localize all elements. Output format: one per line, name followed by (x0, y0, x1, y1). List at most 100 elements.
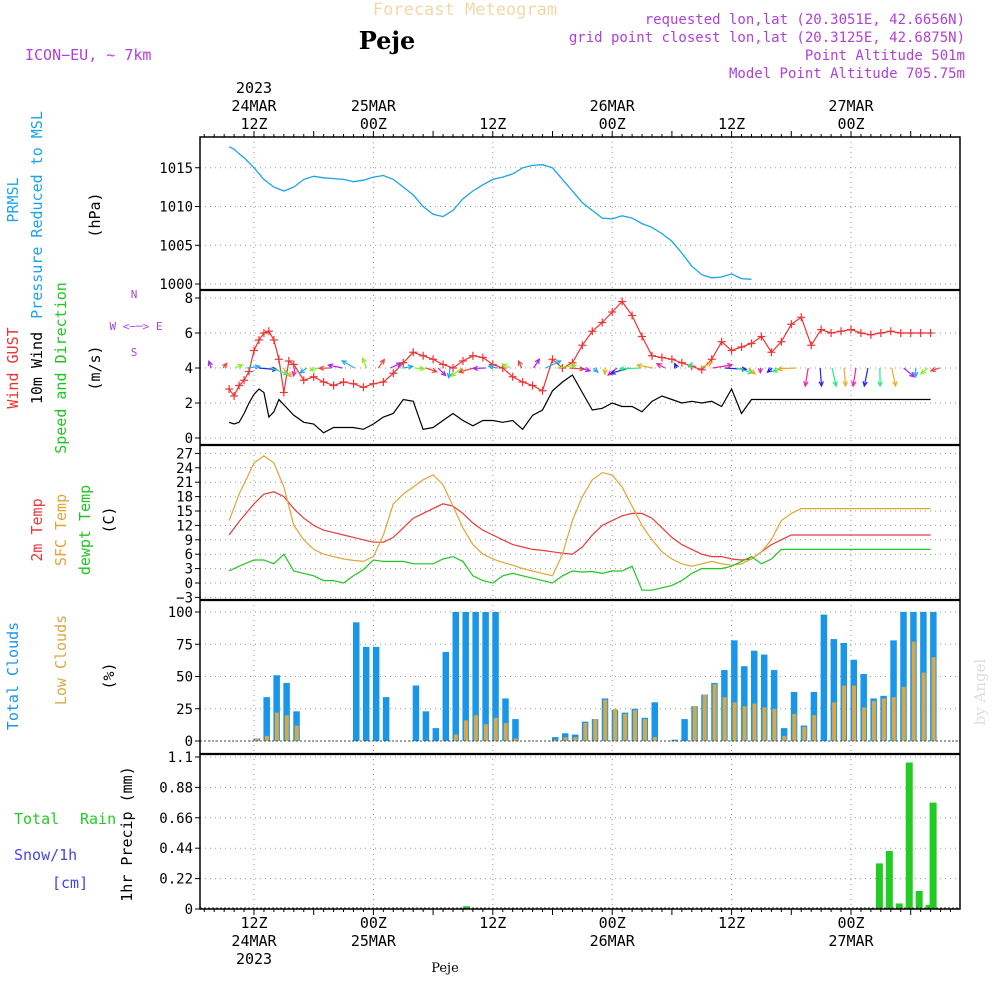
y-tick-label: 75 (176, 637, 193, 653)
wind-arrow (414, 367, 425, 370)
total-cloud-bar (412, 685, 420, 741)
watermark: by Angel (971, 658, 989, 725)
wind-arrow (581, 367, 591, 372)
wind-arrow (246, 365, 260, 369)
y-tick-label: 6 (185, 326, 193, 342)
low-cloud-bar (842, 685, 847, 741)
chart-frame (199, 136, 961, 910)
panel-frames (199, 131, 961, 915)
panel-label-low-clouds: Low Clouds (52, 615, 70, 705)
y-tick-label: 24 (176, 461, 193, 477)
low-cloud-bar (593, 719, 598, 741)
wind-arrow-head (419, 365, 426, 372)
wind-arrow-head (517, 359, 523, 367)
panel-unit-c: (C) (100, 506, 118, 533)
top-time-label: 00Z (599, 115, 626, 133)
wind-arrow-head (909, 371, 916, 378)
panel-unit-precip: 1hr Precip (mm) (118, 766, 136, 901)
wind-arrow-head (308, 366, 316, 372)
wind-arrow-head (501, 363, 508, 369)
total-cloud-bar (780, 728, 788, 741)
wind-arrow (748, 367, 756, 375)
top-time-label: 27MAR (828, 97, 874, 115)
low-cloud-bar (563, 737, 568, 741)
wind-arrow-head (340, 360, 348, 366)
wind-arrow-head (892, 380, 898, 388)
bottom-time-label: 2023 (236, 950, 272, 968)
y-tick-label: 2 (185, 396, 193, 412)
panel-5-yticks: 0 0.22 0.44 0.66 0.88 1.1 (159, 750, 200, 918)
low-cloud-bar (762, 707, 767, 741)
panel-label-wind-gust: Wind GUST (4, 327, 22, 408)
top-time-label: 25MAR (351, 97, 397, 115)
low-cloud-bar (473, 715, 478, 741)
low-cloud-bar (802, 726, 807, 741)
y-tick-label: 1005 (159, 238, 193, 254)
bottom-time-label: 12Z (240, 914, 267, 932)
wind-arrow-head (750, 369, 757, 375)
total-cloud-bar (353, 622, 360, 741)
wind-arrow-head (842, 381, 848, 388)
wind-arrow-head (862, 381, 868, 388)
rain-bar (895, 903, 903, 909)
chart-title: Forecast Meteogram (373, 0, 557, 20)
wind-arrow-head (602, 369, 608, 376)
compass: N W <−─> E S (110, 288, 163, 359)
low-cloud-bar (692, 706, 697, 741)
low-cloud-bar (871, 701, 876, 741)
low-cloud-bar (513, 738, 518, 741)
wind-arrow-head (635, 363, 643, 369)
rain-bar (925, 904, 933, 909)
wind-arrow-head (727, 362, 734, 369)
wind-arrow-head (431, 367, 439, 373)
wind-arrow-head (471, 365, 479, 371)
total-cloud-bar (372, 646, 380, 741)
low-cloud-bar (633, 710, 638, 741)
wind-arrow (736, 367, 753, 374)
total-cloud-bar (900, 612, 907, 741)
rain-bar (905, 762, 913, 909)
total-cloud-bar (770, 670, 778, 741)
wind-arrow-head (913, 371, 919, 379)
wind-arrow (309, 367, 319, 371)
y-tick-label: 0.66 (159, 811, 193, 827)
wind-arrow-head (395, 362, 403, 368)
wind-arrow-head (607, 370, 614, 377)
wind-arrow (819, 367, 823, 387)
y-tick-label: 0.22 (159, 872, 193, 888)
wind-arrow-head (361, 357, 367, 364)
compass-south: S (131, 346, 138, 359)
y-tick-label: 1015 (159, 161, 193, 177)
y-tick-label: 1000 (159, 277, 193, 293)
wind-arrow (328, 364, 343, 369)
y-tick-label: 0 (185, 902, 193, 918)
y-tick-label: 18 (176, 490, 193, 506)
footer-location: Peje (431, 961, 459, 976)
requested-coords: requested lon,lat (20.3051E, 42.6656N) (645, 12, 965, 28)
total-cloud-bar (432, 728, 440, 741)
total-cloud-bar (731, 640, 738, 741)
low-cloud-bar (603, 699, 608, 741)
wind-arrow-head (207, 359, 213, 367)
temp2m-series-line (228, 491, 931, 561)
total-cloud-bar (273, 675, 280, 741)
low-cloud-bar (264, 735, 269, 741)
wind-arrow (930, 367, 940, 372)
bottom-time-label: 12Z (479, 914, 506, 932)
wind-arrow (488, 365, 498, 369)
wind-arrow-head (929, 366, 936, 373)
wind-arrow-head (687, 361, 693, 368)
total-cloud-bar (462, 612, 469, 741)
total-cloud-bar (472, 612, 479, 741)
wind-arrow (724, 367, 747, 370)
rain-bar (929, 802, 937, 909)
wind-arrow (569, 367, 585, 370)
low-cloud-bar (931, 657, 936, 741)
wind-arrow-head (317, 365, 325, 371)
low-cloud-bar (891, 697, 896, 741)
low-cloud-bar (881, 698, 886, 741)
panel-label-pressure: Pressure Reduced to MSL (28, 111, 46, 319)
top-time-label: 12Z (718, 115, 745, 133)
